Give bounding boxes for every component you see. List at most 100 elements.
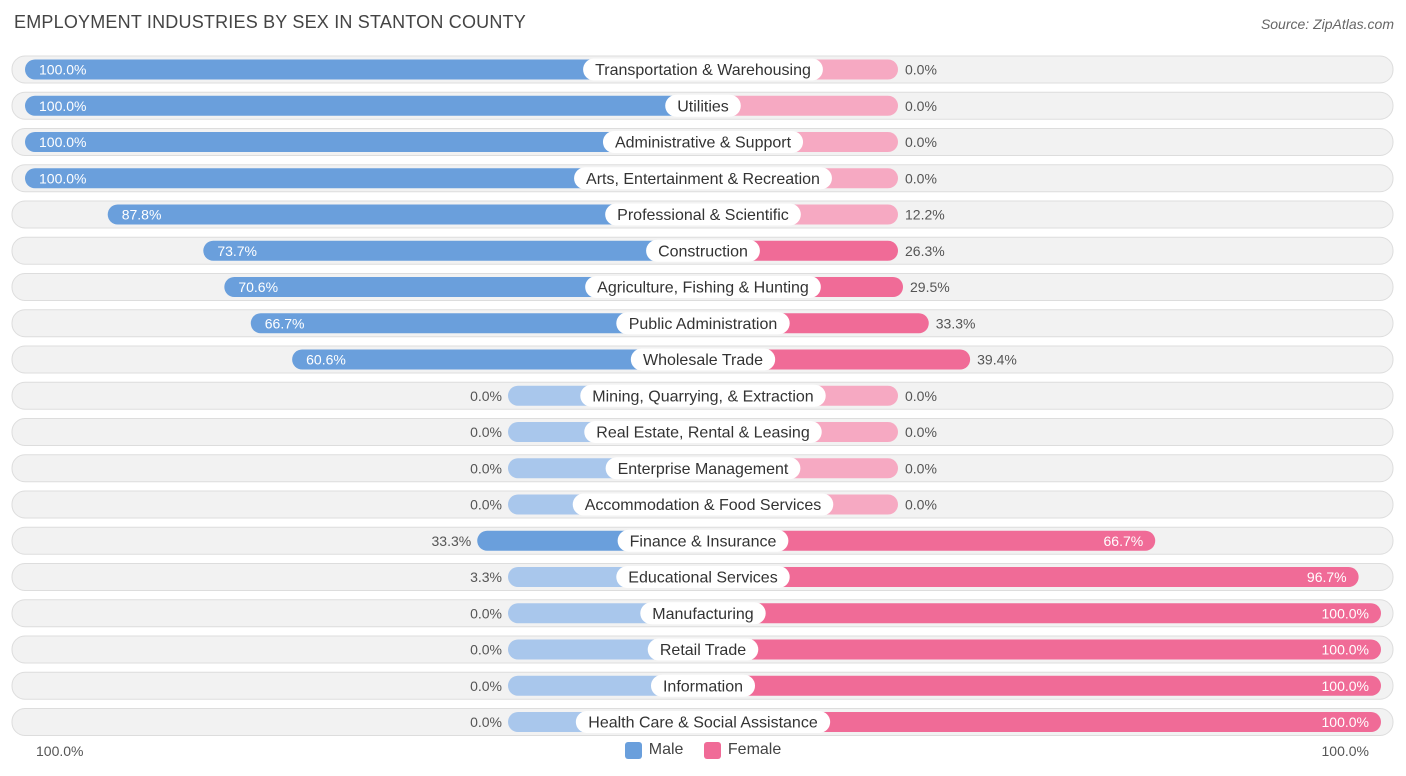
- female-bar: [703, 712, 1381, 732]
- bar-row: 66.7% 33.3% Public Administration: [11, 309, 1394, 338]
- legend-label-male: Male: [648, 741, 684, 758]
- category-pill: [650, 674, 756, 697]
- female-value-label: 100.0%: [1322, 678, 1369, 694]
- female-bar: [703, 95, 898, 116]
- male-value-label: 100.0%: [39, 134, 86, 150]
- bar-row: 0.0% 100.0% Information: [11, 671, 1394, 700]
- category-pill: [617, 529, 789, 552]
- category-label: Mining, Quarrying, & Extraction: [592, 388, 813, 405]
- category-label: Accommodation & Food Services: [585, 497, 822, 514]
- category-label: Agriculture, Fishing & Hunting: [597, 280, 809, 297]
- male-value-label: 0.0%: [470, 460, 502, 476]
- female-bar: [703, 639, 1381, 660]
- bar-row: 100.0% 0.0% Administrative & Support: [11, 128, 1394, 156]
- bar-row: 0.0% 0.0% Real Estate, Rental & Leasing: [11, 418, 1394, 446]
- category-pill: [646, 239, 760, 262]
- category-pill: [572, 493, 834, 516]
- female-value-label: 100.0%: [1322, 605, 1369, 621]
- male-value-label: 66.7%: [265, 315, 305, 331]
- bar-row: 100.0% 0.0% Transportation & Warehousing: [11, 55, 1394, 84]
- category-label: Arts, Entertainment & Recreation: [586, 171, 820, 188]
- bar-row: 100.0% 0.0% Utilities: [11, 91, 1394, 120]
- bar-row: 0.0% 100.0% Retail Trade: [11, 635, 1394, 664]
- category-pill: [584, 421, 822, 443]
- male-bar: [107, 204, 703, 225]
- male-bar: [250, 313, 704, 334]
- male-value-label: 3.3%: [470, 569, 502, 585]
- female-value-label: 0.0%: [905, 170, 937, 186]
- category-pill: [605, 203, 801, 226]
- source-credit: Source: ZipAtlas.com: [1260, 16, 1394, 32]
- female-bar: [703, 567, 1359, 587]
- female-bar: [703, 530, 1156, 551]
- male-value-label: 0.0%: [470, 642, 502, 658]
- legend-swatch-female: [703, 741, 721, 759]
- male-value-label: 0.0%: [470, 497, 502, 513]
- bar-row: 33.3% 66.7% Finance & Insurance: [11, 526, 1394, 555]
- axis-left-label: 100.0%: [36, 743, 84, 759]
- chart-title: EMPLOYMENT INDUSTRIES BY SEX IN STANTON …: [14, 12, 526, 32]
- female-bar: [703, 603, 1381, 624]
- axis-right-label: 100.0%: [1321, 743, 1369, 759]
- female-value-label: 26.3%: [905, 243, 945, 259]
- female-value-label: 0.0%: [905, 388, 937, 404]
- legend-label-female: Female: [727, 741, 782, 758]
- category-label: Administrative & Support: [615, 135, 792, 152]
- legend: Male Female: [0, 741, 1406, 764]
- bar-row: 100.0% 0.0% Arts, Entertainment & Recreati…: [11, 164, 1394, 193]
- bar-row: 87.8% 12.2% Professional & Scientific: [11, 200, 1394, 229]
- category-label: Educational Services: [628, 570, 777, 587]
- male-value-label: 100.0%: [39, 98, 86, 114]
- male-value-label: 0.0%: [470, 605, 502, 621]
- female-value-label: 0.0%: [905, 134, 937, 150]
- category-pill: [630, 348, 776, 371]
- male-bar: [25, 132, 703, 152]
- category-label: Construction: [658, 243, 748, 260]
- category-pill: [583, 58, 823, 81]
- category-label: Information: [663, 678, 743, 695]
- female-value-label: 96.7%: [1307, 569, 1347, 585]
- category-pill: [665, 94, 741, 117]
- male-bar: [25, 95, 703, 116]
- category-pill: [585, 276, 821, 298]
- category-pill: [602, 131, 804, 153]
- female-value-label: 100.0%: [1322, 714, 1369, 730]
- category-pill: [616, 566, 790, 588]
- female-value-label: 33.3%: [936, 315, 976, 331]
- category-pill: [605, 457, 801, 480]
- male-value-label: 0.0%: [470, 424, 502, 440]
- female-value-label: 12.2%: [905, 207, 945, 223]
- category-label: Wholesale Trade: [643, 352, 763, 369]
- male-value-label: 60.6%: [306, 352, 346, 368]
- category-pill: [640, 602, 766, 625]
- female-value-label: 0.0%: [905, 460, 937, 476]
- male-value-label: 0.0%: [470, 714, 502, 730]
- category-pill: [647, 638, 759, 661]
- male-value-label: 87.8%: [122, 207, 162, 223]
- male-value-label: 0.0%: [470, 388, 502, 404]
- male-bar: [25, 168, 703, 189]
- male-bar: [224, 277, 703, 297]
- category-label: Transportation & Warehousing: [595, 62, 811, 79]
- category-label: Manufacturing: [652, 606, 753, 623]
- legend-item-female[interactable]: Female: [703, 741, 782, 759]
- bar-row: 0.0% 0.0% Enterprise Management: [11, 454, 1394, 483]
- bar-row: 73.7% 26.3% Construction: [11, 236, 1394, 265]
- bar-row: 0.0% 100.0% Manufacturing: [11, 599, 1394, 628]
- category-label: Retail Trade: [660, 642, 746, 659]
- legend-item-male[interactable]: Male: [624, 741, 684, 759]
- female-value-label: 0.0%: [905, 497, 937, 513]
- male-value-label: 100.0%: [39, 170, 86, 186]
- male-value-label: 73.7%: [217, 243, 257, 259]
- category-label: Enterprise Management: [618, 461, 789, 478]
- category-pill: [575, 711, 831, 733]
- category-label: Utilities: [677, 98, 729, 115]
- male-bar: [25, 59, 703, 80]
- category-pill: [580, 384, 826, 407]
- category-label: Finance & Insurance: [630, 533, 777, 550]
- bar-row: 3.3% 96.7% Educational Services: [11, 563, 1394, 591]
- category-label: Health Care & Social Assistance: [588, 715, 818, 732]
- category-pill: [574, 167, 832, 190]
- male-value-label: 33.3%: [432, 533, 472, 549]
- male-value-label: 0.0%: [470, 678, 502, 694]
